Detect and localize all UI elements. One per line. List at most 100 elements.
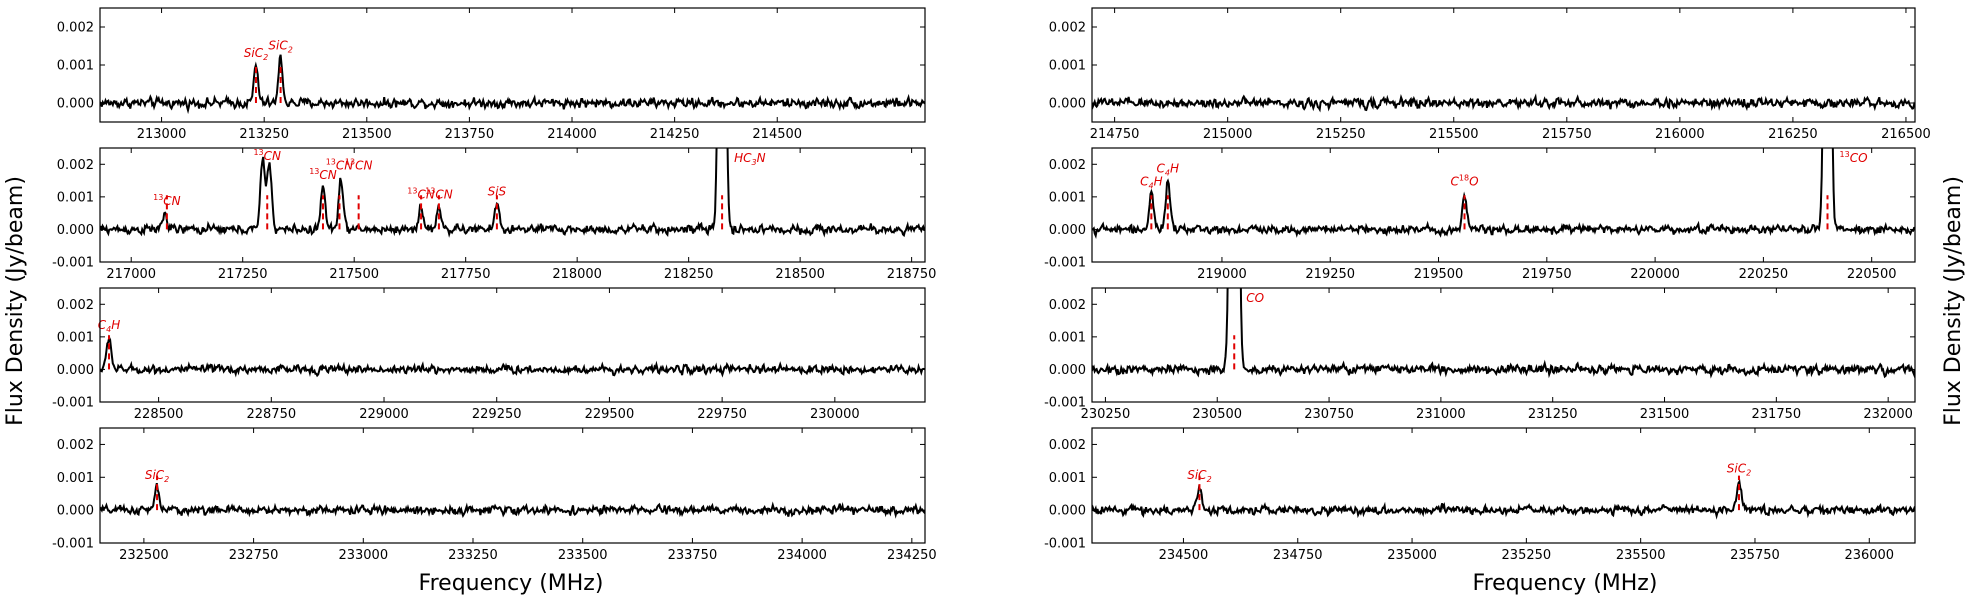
x-tick-label: 235500 (1616, 548, 1666, 563)
spectrum-line (1092, 288, 1915, 379)
y-tick-label: 0.001 (1049, 59, 1086, 74)
x-tick-label: 233500 (558, 548, 608, 563)
x-tick-label: 213000 (137, 127, 187, 142)
x-tick-label: 235750 (1730, 548, 1780, 563)
x-tick-label: 232500 (119, 548, 169, 563)
x-tick-label: 215250 (1316, 127, 1366, 142)
plot-frame (1091, 147, 1916, 263)
line-label: C4H (1157, 162, 1180, 178)
x-tick-label: 229250 (472, 407, 522, 422)
spectrum-line (100, 54, 925, 115)
x-tick-label: 217750 (441, 267, 491, 282)
x-tick-label: 219250 (1305, 267, 1355, 282)
plot-frame (1091, 287, 1916, 403)
line-label: 13CN (153, 193, 181, 208)
y-tick-label: 0.000 (57, 223, 94, 238)
line-label: C18O (1451, 174, 1479, 189)
plot-frame (1091, 427, 1916, 544)
y-tick-label: 0.002 (57, 21, 94, 36)
x-tick-label: 231000 (1416, 407, 1466, 422)
line-label: 13CO (1840, 150, 1868, 165)
x-tick-label: 219750 (1522, 267, 1572, 282)
x-tick-label: 220000 (1630, 267, 1680, 282)
y-tick-label: 0.002 (57, 438, 94, 453)
plot-frame (99, 287, 926, 403)
x-tick-label: 220250 (1739, 267, 1789, 282)
x-tick-label: 233000 (338, 548, 388, 563)
y-axis-title-right: Flux Density (Jy/beam) (1941, 176, 1966, 426)
y-tick-label: 0.000 (1049, 223, 1086, 238)
line-label: C4H (1140, 175, 1163, 191)
spectrum-line (100, 482, 925, 519)
x-tick-label: 231750 (1752, 407, 1802, 422)
line-label: 13CN (345, 157, 373, 172)
x-tick-label: 213500 (342, 127, 392, 142)
x-tick-label: 218000 (552, 267, 602, 282)
x-tick-label: 229500 (585, 407, 635, 422)
x-tick-label: 215000 (1203, 127, 1253, 142)
panel-right-4: SiC2 SiC2 234500 234750 235000 235250 235500 23… (1044, 427, 1916, 563)
x-tick-label: 236000 (1844, 548, 1894, 563)
line-label: 13CN (425, 187, 453, 202)
x-tick-label: 216000 (1655, 127, 1705, 142)
y-tick-label: 0.002 (1049, 158, 1086, 173)
y-tick-label: 0.000 (1049, 363, 1086, 378)
y-tick-label: -0.001 (1044, 537, 1086, 552)
line-label: CO (1246, 291, 1264, 305)
x-tick-label: 219000 (1197, 267, 1247, 282)
y-tick-label: 0.000 (57, 363, 94, 378)
y-tick-label: -0.001 (52, 537, 94, 552)
spectrum-line (1092, 148, 1915, 240)
x-tick-label: 214500 (752, 127, 802, 142)
line-label: 13CN (253, 148, 281, 163)
line-label: SiC2 (145, 468, 169, 484)
x-tick-label: 216500 (1881, 127, 1931, 142)
y-tick-label: 0.001 (57, 471, 94, 486)
x-tick-label: 213250 (239, 127, 289, 142)
x-tick-label: 229000 (359, 407, 409, 422)
panel-left-4: SiC2 232500 232750 233000 233250 233500 233750… (52, 427, 937, 563)
x-tick-label: 235000 (1387, 548, 1437, 563)
x-tick-label: 230000 (810, 407, 860, 422)
x-tick-label: 213750 (445, 127, 495, 142)
panel-left-3: C4H 228500 228750 229000 229250 229500 229750 2… (52, 287, 926, 422)
spectrum-line (100, 148, 925, 238)
y-tick-label: 0.002 (1049, 438, 1086, 453)
x-tick-label: 232750 (229, 548, 279, 563)
x-tick-label: 218250 (664, 267, 714, 282)
x-tick-label: 219500 (1414, 267, 1464, 282)
x-tick-label: 228500 (134, 407, 184, 422)
line-label: 13CN (326, 157, 354, 172)
line-label: SiC2 (244, 46, 268, 62)
y-tick-label: 0.000 (57, 97, 94, 112)
x-tick-label: 232000 (1863, 407, 1913, 422)
x-tick-label: 215750 (1542, 127, 1592, 142)
x-tick-label: 231250 (1528, 407, 1578, 422)
x-tick-label: 214750 (1090, 127, 1140, 142)
y-tick-label: -0.001 (1044, 256, 1086, 271)
spectrum-line (1092, 479, 1915, 520)
panel-right-3: CO 230250 230500 230750 231000 231250 231500 23… (1044, 287, 1916, 422)
x-axis-title-right: Frequency (MHz) (1473, 571, 1658, 596)
line-label: 13CN (407, 187, 435, 202)
y-tick-label: 0.001 (57, 330, 94, 345)
line-label: SiC2 (268, 38, 292, 54)
y-tick-label: 0.000 (57, 504, 94, 519)
y-tick-label: -0.001 (1044, 396, 1086, 411)
x-tick-label: 217250 (218, 267, 268, 282)
x-tick-label: 214000 (547, 127, 597, 142)
x-tick-label: 230500 (1192, 407, 1242, 422)
x-tick-label: 233750 (668, 548, 718, 563)
line-label: C4H (98, 318, 121, 334)
spectrum-line (1092, 93, 1915, 113)
x-tick-label: 230750 (1304, 407, 1354, 422)
y-tick-label: 0.000 (1049, 504, 1086, 519)
x-tick-label: 235250 (1502, 548, 1552, 563)
y-tick-label: 0.000 (1049, 97, 1086, 112)
panel-right-1: 214750 215000 215250 215500 215750 216000 2162… (1049, 7, 1931, 142)
